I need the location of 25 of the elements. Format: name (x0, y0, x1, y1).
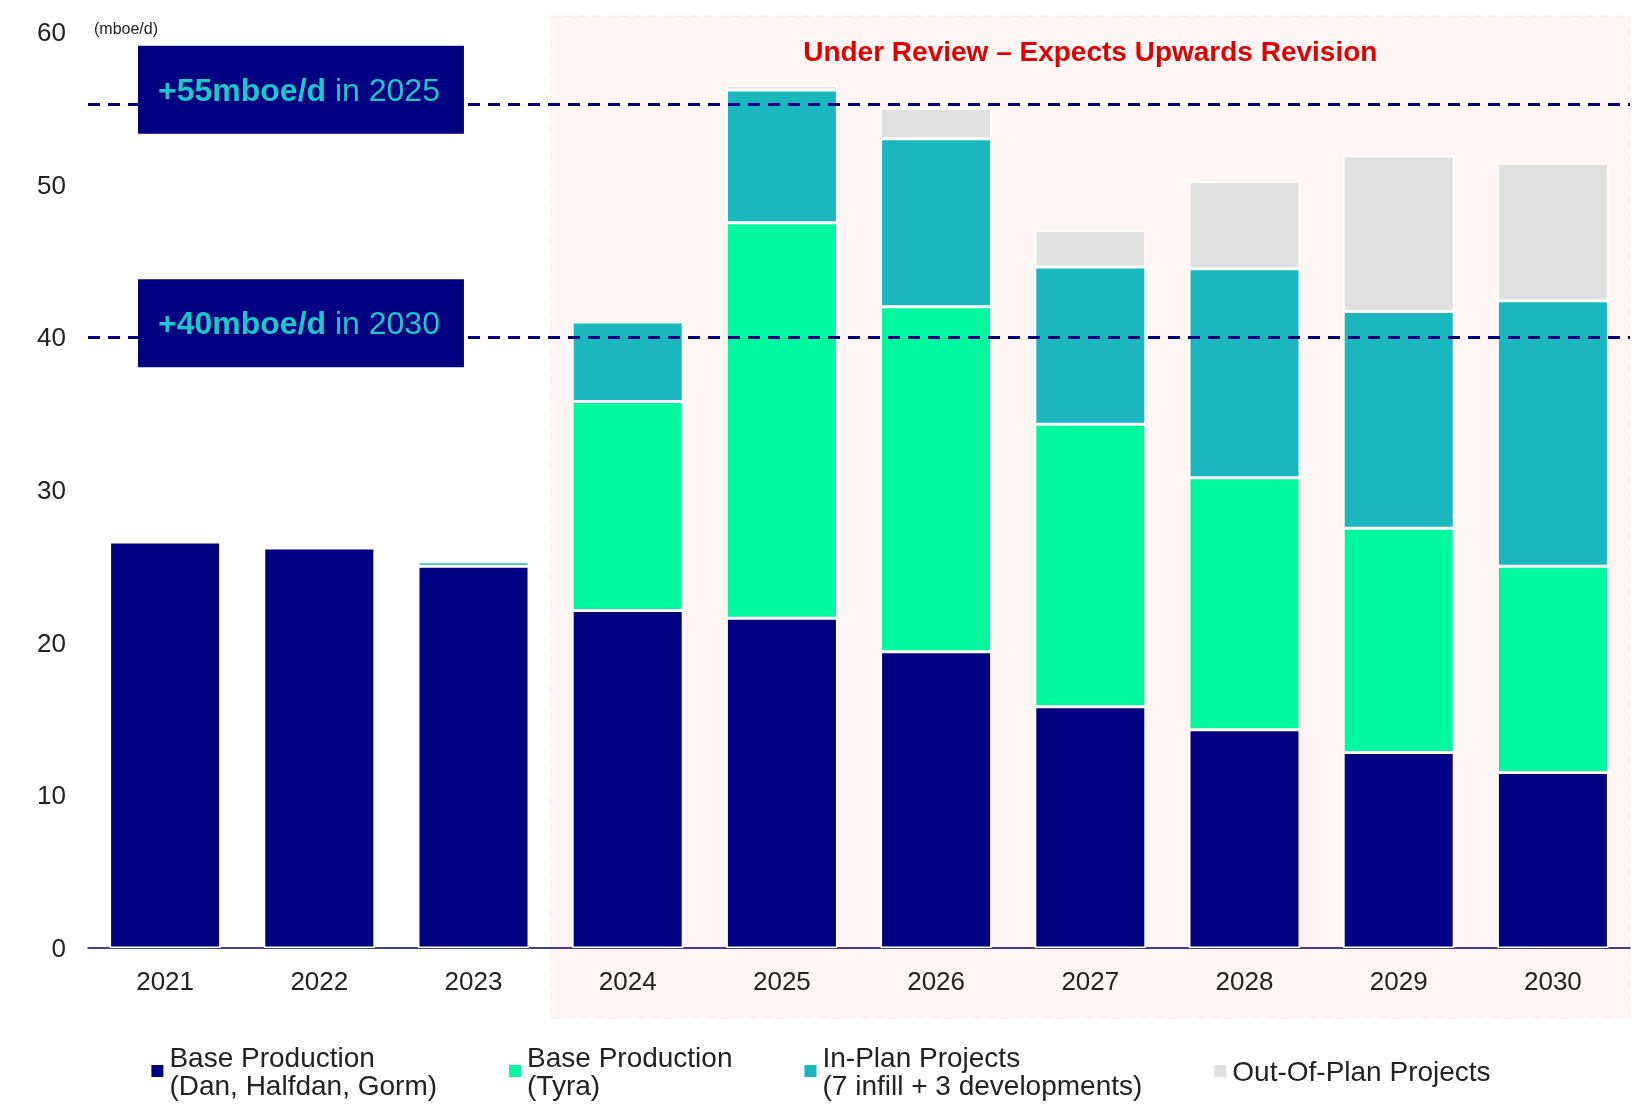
ref-line-label: +40mboe/d in 2030 (158, 305, 440, 342)
y-tick-label: 0 (51, 933, 66, 963)
x-tick-label: 2028 (1215, 966, 1274, 996)
x-tick-label: 2025 (752, 966, 811, 996)
x-tick-label: 2024 (598, 966, 657, 996)
x-tick-label: 2026 (907, 966, 966, 996)
y-tick-label: 10 (37, 780, 66, 811)
legend-label: In-Plan Projects (7 infill + 3 developments) (822, 1041, 1143, 1101)
x-tick-label: 2027 (1061, 966, 1120, 996)
ref-line-label: +55mboe/d in 2025 (158, 71, 440, 108)
y-tick-label: 30 (37, 475, 66, 505)
x-tick-label: 2021 (136, 966, 195, 996)
y-tick-label: 40 (37, 322, 66, 353)
y-tick-label: 60 (37, 17, 66, 47)
x-tick-label: 2022 (290, 966, 349, 996)
band-label: Under Review – Expects Upwards Revision (803, 35, 1378, 67)
y-axis-title: (mboe/d) (94, 19, 159, 37)
legend-label: Base Production (Tyra) (527, 1041, 733, 1101)
y-tick-label: 20 (37, 627, 66, 658)
legend-label: Base Production (Dan, Halfdan, Gorm) (169, 1041, 438, 1101)
x-tick-label: 2023 (444, 966, 503, 996)
x-tick-label: 2030 (1523, 966, 1582, 996)
y-tick-label: 50 (37, 169, 66, 200)
legend-label: Out-Of-Plan Projects (1232, 1055, 1491, 1087)
x-tick-label: 2029 (1369, 966, 1428, 996)
